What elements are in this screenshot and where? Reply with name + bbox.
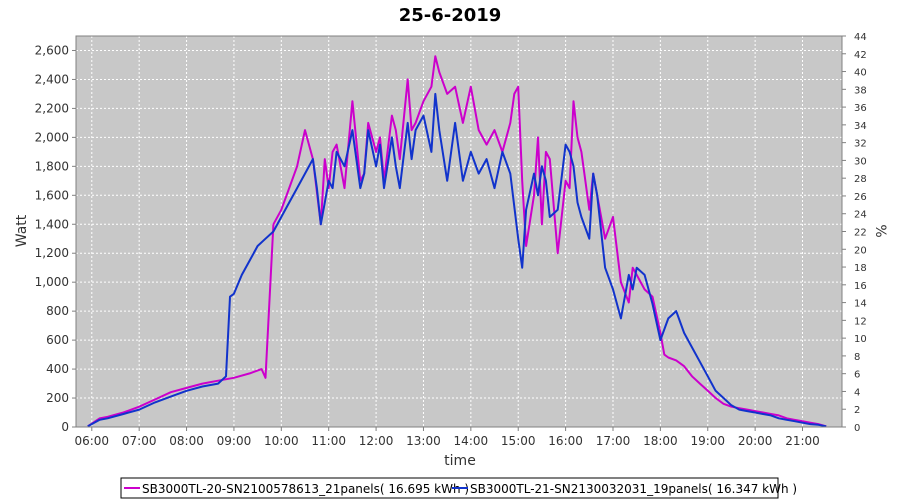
series-line-2 xyxy=(87,92,827,428)
y2-tick-label: 28 xyxy=(854,174,867,185)
x-tick-label: 13:00 xyxy=(406,434,441,448)
y-axis-title: Watt xyxy=(14,214,30,247)
y2-tick-label: 24 xyxy=(854,210,867,221)
x-tick-label: 14:00 xyxy=(454,434,489,448)
y-axis-right: 0246810121416182022242628303234363840424… xyxy=(842,32,867,434)
legend-label-series-1: SB3000TL-20-SN2100578613_21panels( 16.69… xyxy=(142,482,469,496)
x-tick-label: 06:00 xyxy=(74,434,109,448)
y2-tick-label: 14 xyxy=(854,299,867,310)
legend-label-series-2: SB3000TL-21-SN2130032031_19panels( 16.34… xyxy=(470,482,797,496)
y2-tick-label: 38 xyxy=(854,85,867,96)
y-tick-label: 1,400 xyxy=(35,217,69,231)
y2-tick-label: 20 xyxy=(854,245,867,256)
legend-box xyxy=(120,477,779,499)
x-tick-label: 21:00 xyxy=(785,434,820,448)
x-tick-label: 09:00 xyxy=(217,434,252,448)
x-tick-label: 16:00 xyxy=(548,434,583,448)
y2-tick-label: 36 xyxy=(854,103,867,114)
y-tick-label: 2,400 xyxy=(35,72,69,86)
y-tick-label: 400 xyxy=(46,362,69,376)
y-tick-label: 2,200 xyxy=(35,101,69,115)
y2-tick-label: 18 xyxy=(854,263,867,274)
y2-tick-label: 12 xyxy=(854,316,867,327)
y2-tick-label: 26 xyxy=(854,192,867,203)
y2-tick-label: 4 xyxy=(854,387,860,398)
x-tick-label: 19:00 xyxy=(690,434,725,448)
x-axis: 06:00 07:00 08:00 09:00 10:00 11:00 12:00 13:00… xyxy=(74,427,820,448)
y2-tick-label: 42 xyxy=(854,50,867,61)
y-tick-label: 600 xyxy=(46,333,69,347)
y2-tick-label: 32 xyxy=(854,139,867,150)
grid xyxy=(76,36,842,427)
y-tick-label: 800 xyxy=(46,304,69,318)
y-tick-label: 2,000 xyxy=(35,130,69,144)
y2-tick-label: 8 xyxy=(854,352,860,363)
legend: SB3000TL-20-SN2100578613_21panels( 16.69… xyxy=(120,477,797,499)
x-tick-label: 07:00 xyxy=(122,434,157,448)
x-tick-label: 18:00 xyxy=(643,434,678,448)
y-axis-left: 0 200 400 600 800 1,000 1,200 1,400 1,600 1,800 2,… xyxy=(35,43,76,434)
y2-tick-label: 0 xyxy=(854,423,860,434)
y2-tick-label: 10 xyxy=(854,334,867,345)
y-tick-label: 200 xyxy=(46,391,69,405)
y2-tick-label: 16 xyxy=(854,281,867,292)
x-tick-label: 12:00 xyxy=(359,434,394,448)
y2-tick-label: 30 xyxy=(854,156,867,167)
y2-tick-label: 2 xyxy=(854,405,860,416)
y2-tick-label: 6 xyxy=(854,370,860,381)
y-tick-label: 1,600 xyxy=(35,188,69,202)
series-layer xyxy=(87,55,827,428)
plot-area xyxy=(76,36,842,427)
y2-axis-title: % xyxy=(872,224,888,237)
y2-tick-label: 34 xyxy=(854,121,867,132)
x-tick-label: 10:00 xyxy=(264,434,299,448)
x-tick-label: 11:00 xyxy=(311,434,346,448)
y2-tick-label: 40 xyxy=(854,68,867,79)
y-tick-label: 1,200 xyxy=(35,246,69,260)
x-tick-label: 20:00 xyxy=(738,434,773,448)
y2-tick-label: 44 xyxy=(854,32,867,43)
x-tick-label: 17:00 xyxy=(596,434,631,448)
y-tick-label: 2,600 xyxy=(35,43,69,57)
chart-title: 25-6-2019 xyxy=(399,5,502,26)
x-axis-title: time xyxy=(444,453,476,469)
x-tick-label: 15:00 xyxy=(501,434,536,448)
y-tick-label: 0 xyxy=(61,420,69,434)
y-tick-label: 1,800 xyxy=(35,159,69,173)
x-tick-label: 08:00 xyxy=(169,434,204,448)
y2-tick-label: 22 xyxy=(854,228,867,239)
y-tick-label: 1,000 xyxy=(35,275,69,289)
